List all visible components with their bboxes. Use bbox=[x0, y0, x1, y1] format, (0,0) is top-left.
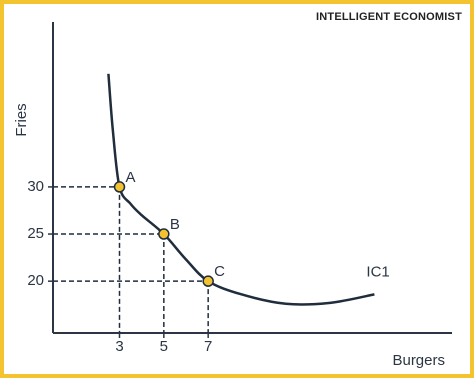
point-label: C bbox=[214, 263, 225, 280]
y-tick-label: 20 bbox=[27, 272, 44, 289]
watermark: INTELLIGENT ECONOMIST bbox=[316, 11, 462, 23]
y-axis-label: Fries bbox=[13, 103, 30, 136]
point-label: A bbox=[126, 169, 136, 186]
indifference-curve bbox=[107, 73, 375, 306]
y-tick-label: 30 bbox=[27, 178, 44, 195]
point bbox=[113, 181, 126, 193]
series-label: IC1 bbox=[366, 263, 389, 280]
point bbox=[202, 275, 214, 287]
x-tick-label: 5 bbox=[160, 338, 168, 355]
y-tick-label: 25 bbox=[27, 225, 44, 242]
point-label: B bbox=[170, 216, 180, 233]
point bbox=[158, 228, 170, 240]
x-tick-label: 7 bbox=[204, 338, 212, 355]
x-axis-label: Burgers bbox=[392, 352, 445, 369]
x-tick-label: 3 bbox=[115, 338, 123, 355]
